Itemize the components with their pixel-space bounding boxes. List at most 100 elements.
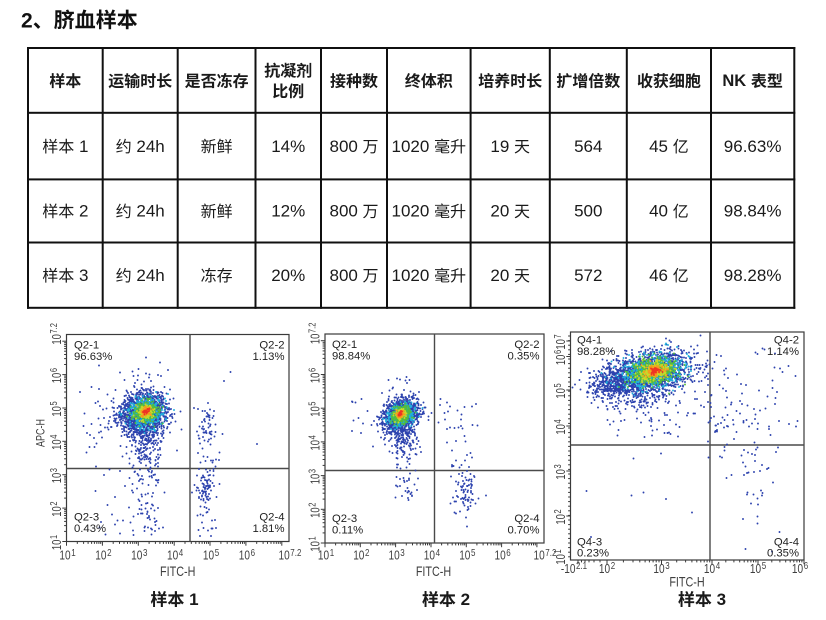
svg-text:10: 10 <box>555 554 569 565</box>
svg-text:10: 10 <box>353 550 364 563</box>
svg-text:98.84%: 98.84% <box>332 351 370 363</box>
svg-text:5: 5 <box>471 547 475 558</box>
svg-text:20: 20 <box>490 266 509 285</box>
svg-text:5: 5 <box>215 547 219 558</box>
svg-text:10: 10 <box>51 406 65 417</box>
svg-text:10: 10 <box>203 550 214 563</box>
svg-text:-10: -10 <box>561 563 576 576</box>
svg-text:7.2: 7.2 <box>306 323 317 333</box>
svg-text:6: 6 <box>552 350 563 354</box>
svg-text:24h: 24h <box>136 137 164 156</box>
svg-text:4: 4 <box>48 435 59 439</box>
svg-text:7: 7 <box>552 334 563 338</box>
svg-text:10: 10 <box>239 550 250 563</box>
svg-text:10: 10 <box>459 550 470 563</box>
svg-text:10: 10 <box>555 355 569 366</box>
svg-text:10: 10 <box>279 550 290 563</box>
svg-text:10: 10 <box>309 406 323 417</box>
svg-text:0.11%: 0.11% <box>332 525 363 537</box>
svg-text:Q2-1: Q2-1 <box>74 339 99 351</box>
svg-text:98.28%: 98.28% <box>724 266 782 285</box>
svg-text:10: 10 <box>51 439 65 450</box>
svg-text:1: 1 <box>330 547 334 558</box>
svg-text:1: 1 <box>48 535 59 539</box>
svg-text:24h: 24h <box>136 202 164 221</box>
svg-text:10: 10 <box>389 550 400 563</box>
svg-text:Q2-4: Q2-4 <box>259 512 284 524</box>
svg-text:3: 3 <box>665 560 669 571</box>
svg-text:564: 564 <box>574 137 602 156</box>
svg-text:10: 10 <box>599 563 610 576</box>
svg-text:10: 10 <box>555 339 569 350</box>
svg-text:2: 2 <box>79 202 88 221</box>
svg-text:96.63%: 96.63% <box>74 351 112 363</box>
svg-text:10: 10 <box>792 563 803 576</box>
svg-text:1020: 1020 <box>392 266 430 285</box>
svg-text:4: 4 <box>552 419 563 423</box>
svg-text:2: 2 <box>107 547 111 558</box>
svg-text:12%: 12% <box>271 202 305 221</box>
svg-text:10: 10 <box>95 550 106 563</box>
svg-text:10: 10 <box>167 550 178 563</box>
svg-text:800: 800 <box>330 137 358 156</box>
svg-text:3: 3 <box>79 266 88 285</box>
svg-text:10: 10 <box>318 550 329 563</box>
svg-text:96.63%: 96.63% <box>724 137 782 156</box>
svg-text:6: 6 <box>804 560 808 571</box>
svg-text:800: 800 <box>330 202 358 221</box>
svg-text:14%: 14% <box>271 137 305 156</box>
svg-text:98.84%: 98.84% <box>724 202 782 221</box>
svg-text:19: 19 <box>490 137 509 156</box>
svg-text:10: 10 <box>131 550 142 563</box>
svg-text:1.13%: 1.13% <box>252 351 284 363</box>
svg-text:10: 10 <box>59 550 70 563</box>
svg-text:APC-H: APC-H <box>34 419 48 447</box>
svg-text:10: 10 <box>51 373 65 384</box>
svg-text:6: 6 <box>251 547 255 558</box>
svg-text:Q2-2: Q2-2 <box>259 339 284 351</box>
svg-text:2: 2 <box>48 501 59 505</box>
svg-text:2: 2 <box>306 503 317 507</box>
svg-text:0.35%: 0.35% <box>767 548 799 560</box>
svg-text:2: 2 <box>21 9 33 32</box>
svg-text:10: 10 <box>424 550 435 563</box>
svg-text:5: 5 <box>306 401 317 405</box>
svg-text:6: 6 <box>306 368 317 372</box>
svg-text:7.2: 7.2 <box>290 547 301 558</box>
svg-text:4: 4 <box>179 547 183 558</box>
svg-text:FITC-H: FITC-H <box>669 574 704 589</box>
svg-text:Q2-3: Q2-3 <box>74 512 99 524</box>
svg-text:Q2-4: Q2-4 <box>514 513 539 525</box>
svg-text:1.14%: 1.14% <box>767 346 799 358</box>
svg-text:10: 10 <box>309 373 323 384</box>
svg-text:572: 572 <box>574 266 602 285</box>
svg-text:10: 10 <box>51 506 65 517</box>
svg-text:Q2-1: Q2-1 <box>332 339 357 351</box>
svg-text:6: 6 <box>506 547 510 558</box>
svg-text:2: 2 <box>461 590 470 609</box>
svg-text:45: 45 <box>649 137 668 156</box>
svg-text:NK: NK <box>722 72 746 90</box>
svg-text:24h: 24h <box>136 266 164 285</box>
svg-text:1020: 1020 <box>392 137 430 156</box>
svg-text:7.2: 7.2 <box>48 323 59 333</box>
svg-text:3: 3 <box>306 469 317 473</box>
svg-text:6: 6 <box>48 368 59 372</box>
svg-text:10: 10 <box>704 563 715 576</box>
svg-text:3: 3 <box>400 547 404 558</box>
svg-text:40: 40 <box>649 202 668 221</box>
svg-text:20: 20 <box>490 202 509 221</box>
svg-text:98.28%: 98.28% <box>577 346 615 358</box>
svg-text:4: 4 <box>716 560 720 571</box>
svg-text:10: 10 <box>309 541 323 552</box>
svg-text:1: 1 <box>306 536 317 540</box>
svg-text:20%: 20% <box>271 266 305 285</box>
svg-text:0.23%: 0.23% <box>577 548 609 560</box>
svg-text:3: 3 <box>143 547 147 558</box>
svg-text:10: 10 <box>555 424 569 435</box>
svg-text:10: 10 <box>534 550 545 563</box>
svg-text:5: 5 <box>48 401 59 405</box>
svg-text:10: 10 <box>309 507 323 518</box>
svg-text:Q4-3: Q4-3 <box>577 537 602 549</box>
svg-text:800: 800 <box>330 266 358 285</box>
